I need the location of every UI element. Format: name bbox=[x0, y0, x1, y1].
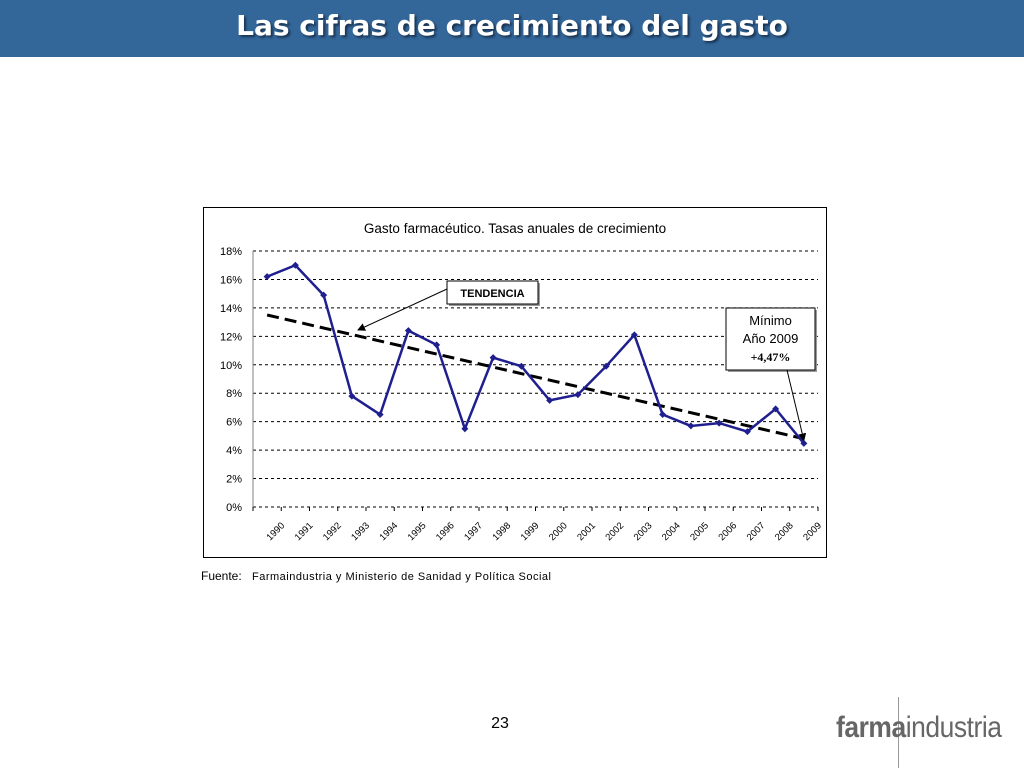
data-point bbox=[461, 425, 469, 433]
data-point bbox=[602, 362, 610, 370]
x-tick-label: 2000 bbox=[547, 520, 570, 543]
data-point bbox=[404, 327, 412, 335]
x-tick-label: 2001 bbox=[575, 520, 598, 543]
y-tick-label: 18% bbox=[220, 246, 242, 258]
logo-divider bbox=[898, 697, 899, 768]
data-point bbox=[574, 391, 582, 399]
y-tick-label: 4% bbox=[226, 445, 242, 457]
minimo-callout-line: +4,47% bbox=[751, 350, 791, 364]
y-tick-label: 10% bbox=[220, 360, 242, 372]
chart-title: Gasto farmacéutico. Tasas anuales de cre… bbox=[364, 221, 666, 236]
tendencia-callout-text: TENDENCIA bbox=[460, 288, 524, 300]
trend-line bbox=[266, 313, 805, 441]
series-line bbox=[263, 261, 808, 447]
x-tick-label: 1990 bbox=[264, 520, 287, 543]
x-tick-label: 2004 bbox=[660, 520, 683, 543]
slide-title: Las cifras de crecimiento del gasto bbox=[236, 9, 788, 42]
x-tick-label: 1999 bbox=[519, 520, 542, 543]
data-point bbox=[772, 405, 780, 413]
x-tick-label: 1995 bbox=[406, 520, 429, 543]
x-tick-label: 2005 bbox=[688, 520, 711, 543]
source-text: Farmaindustria y Ministerio de Sanidad y… bbox=[252, 571, 552, 583]
chart-frame bbox=[203, 207, 827, 558]
y-axis: 0% 2% 4% 6% 8% 10% 12% 14% 16% 18% bbox=[220, 246, 254, 514]
y-tick-label: 2% bbox=[226, 474, 242, 486]
x-tick-label: 1992 bbox=[321, 520, 344, 543]
data-point bbox=[376, 411, 384, 419]
x-tick-label: 1997 bbox=[462, 520, 485, 543]
x-tick-label: 2003 bbox=[632, 520, 655, 543]
data-point bbox=[291, 261, 299, 269]
source-label: Fuente: bbox=[201, 569, 242, 583]
series-polyline bbox=[266, 263, 805, 445]
minimo-callout-line: Año 2009 bbox=[743, 331, 799, 346]
y-tick-label: 12% bbox=[220, 331, 242, 343]
minimo-callout-box bbox=[725, 307, 816, 371]
y-tick-label: 8% bbox=[226, 388, 242, 400]
data-point bbox=[320, 291, 328, 299]
tendencia-callout-box bbox=[446, 280, 539, 305]
trend-dashed-line bbox=[266, 313, 805, 441]
farmaindustria-logo: farmaindustria bbox=[836, 711, 1002, 744]
data-point bbox=[263, 273, 271, 281]
y-tick-label: 16% bbox=[220, 274, 242, 286]
y-tick-label: 14% bbox=[220, 303, 242, 315]
data-point bbox=[546, 396, 554, 404]
data-point bbox=[743, 428, 751, 436]
x-tick-label: 1994 bbox=[377, 520, 400, 543]
minimo-arrow bbox=[786, 369, 807, 442]
y-tick-label: 0% bbox=[226, 502, 242, 514]
minimo-callout-line: Mínimo bbox=[749, 313, 792, 328]
x-axis: 1990 1991 1992 1993 1994 1995 1996 1997 1998 1999… bbox=[252, 507, 824, 543]
x-tick-label: 2007 bbox=[745, 520, 768, 543]
data-point bbox=[433, 341, 441, 349]
tendencia-arrow bbox=[357, 288, 448, 331]
x-tick-label: 2006 bbox=[716, 520, 739, 543]
x-tick-label: 2008 bbox=[773, 520, 796, 543]
data-point bbox=[348, 392, 356, 400]
x-tick-label: 1998 bbox=[490, 520, 513, 543]
data-point bbox=[687, 422, 695, 430]
title-bar bbox=[0, 0, 1024, 57]
data-point bbox=[517, 362, 525, 370]
y-tick-label: 6% bbox=[226, 417, 242, 429]
data-point bbox=[630, 331, 638, 339]
x-tick-label: 1993 bbox=[349, 520, 372, 543]
data-point bbox=[715, 419, 723, 427]
data-point bbox=[489, 354, 497, 362]
x-tick-label: 1996 bbox=[434, 520, 457, 543]
page-number: 23 bbox=[491, 715, 509, 732]
annotations: TENDENCIA Mínimo Año 2009 +4,47% bbox=[357, 280, 817, 442]
data-point bbox=[800, 439, 808, 447]
x-tick-label: 2002 bbox=[603, 520, 626, 543]
data-point bbox=[659, 411, 667, 419]
x-tick-label: 2009 bbox=[801, 520, 824, 543]
x-tick-label: 1991 bbox=[293, 520, 316, 543]
